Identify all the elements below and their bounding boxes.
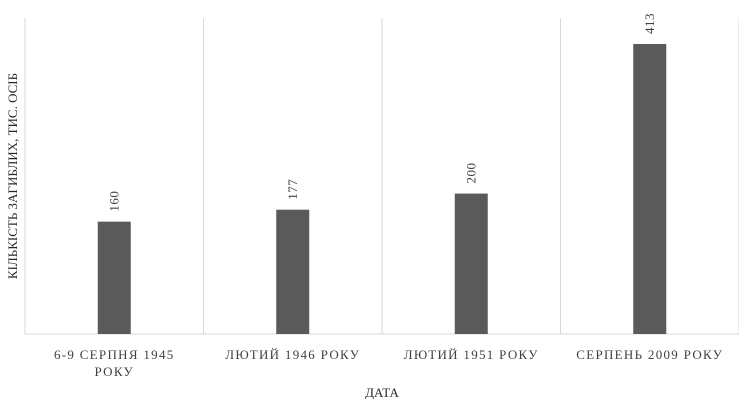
bar <box>454 193 488 334</box>
bar <box>97 221 131 334</box>
bars <box>97 43 667 334</box>
category-label: ЛЮТИЙ 1946 РОКУ <box>225 347 360 362</box>
category-label: СЕРПЕНЬ 2009 РОКУ <box>576 347 723 362</box>
data-label: 413 <box>642 13 657 34</box>
bar <box>633 43 667 334</box>
data-label: 200 <box>463 163 478 184</box>
data-labels: 160 177 200 413 <box>106 13 657 212</box>
bar <box>276 209 310 334</box>
x-axis-title: ДАТА <box>365 385 399 399</box>
data-label: 177 <box>285 179 300 200</box>
category-labels: 6-9 СЕРПНЯ 1945 РОКУ ЛЮТИЙ 1946 РОКУ ЛЮТИЙ … <box>54 347 723 379</box>
data-label: 160 <box>106 191 121 212</box>
y-axis-title: КІЛЬКІСТЬ ЗАГИБЛИХ, ТИС. ОСІБ <box>5 73 20 279</box>
category-label: РОКУ <box>94 364 134 379</box>
category-label: ЛЮТИЙ 1951 РОКУ <box>404 347 539 362</box>
grid-lines <box>24 18 739 335</box>
category-label: 6-9 СЕРПНЯ 1945 <box>54 347 175 362</box>
